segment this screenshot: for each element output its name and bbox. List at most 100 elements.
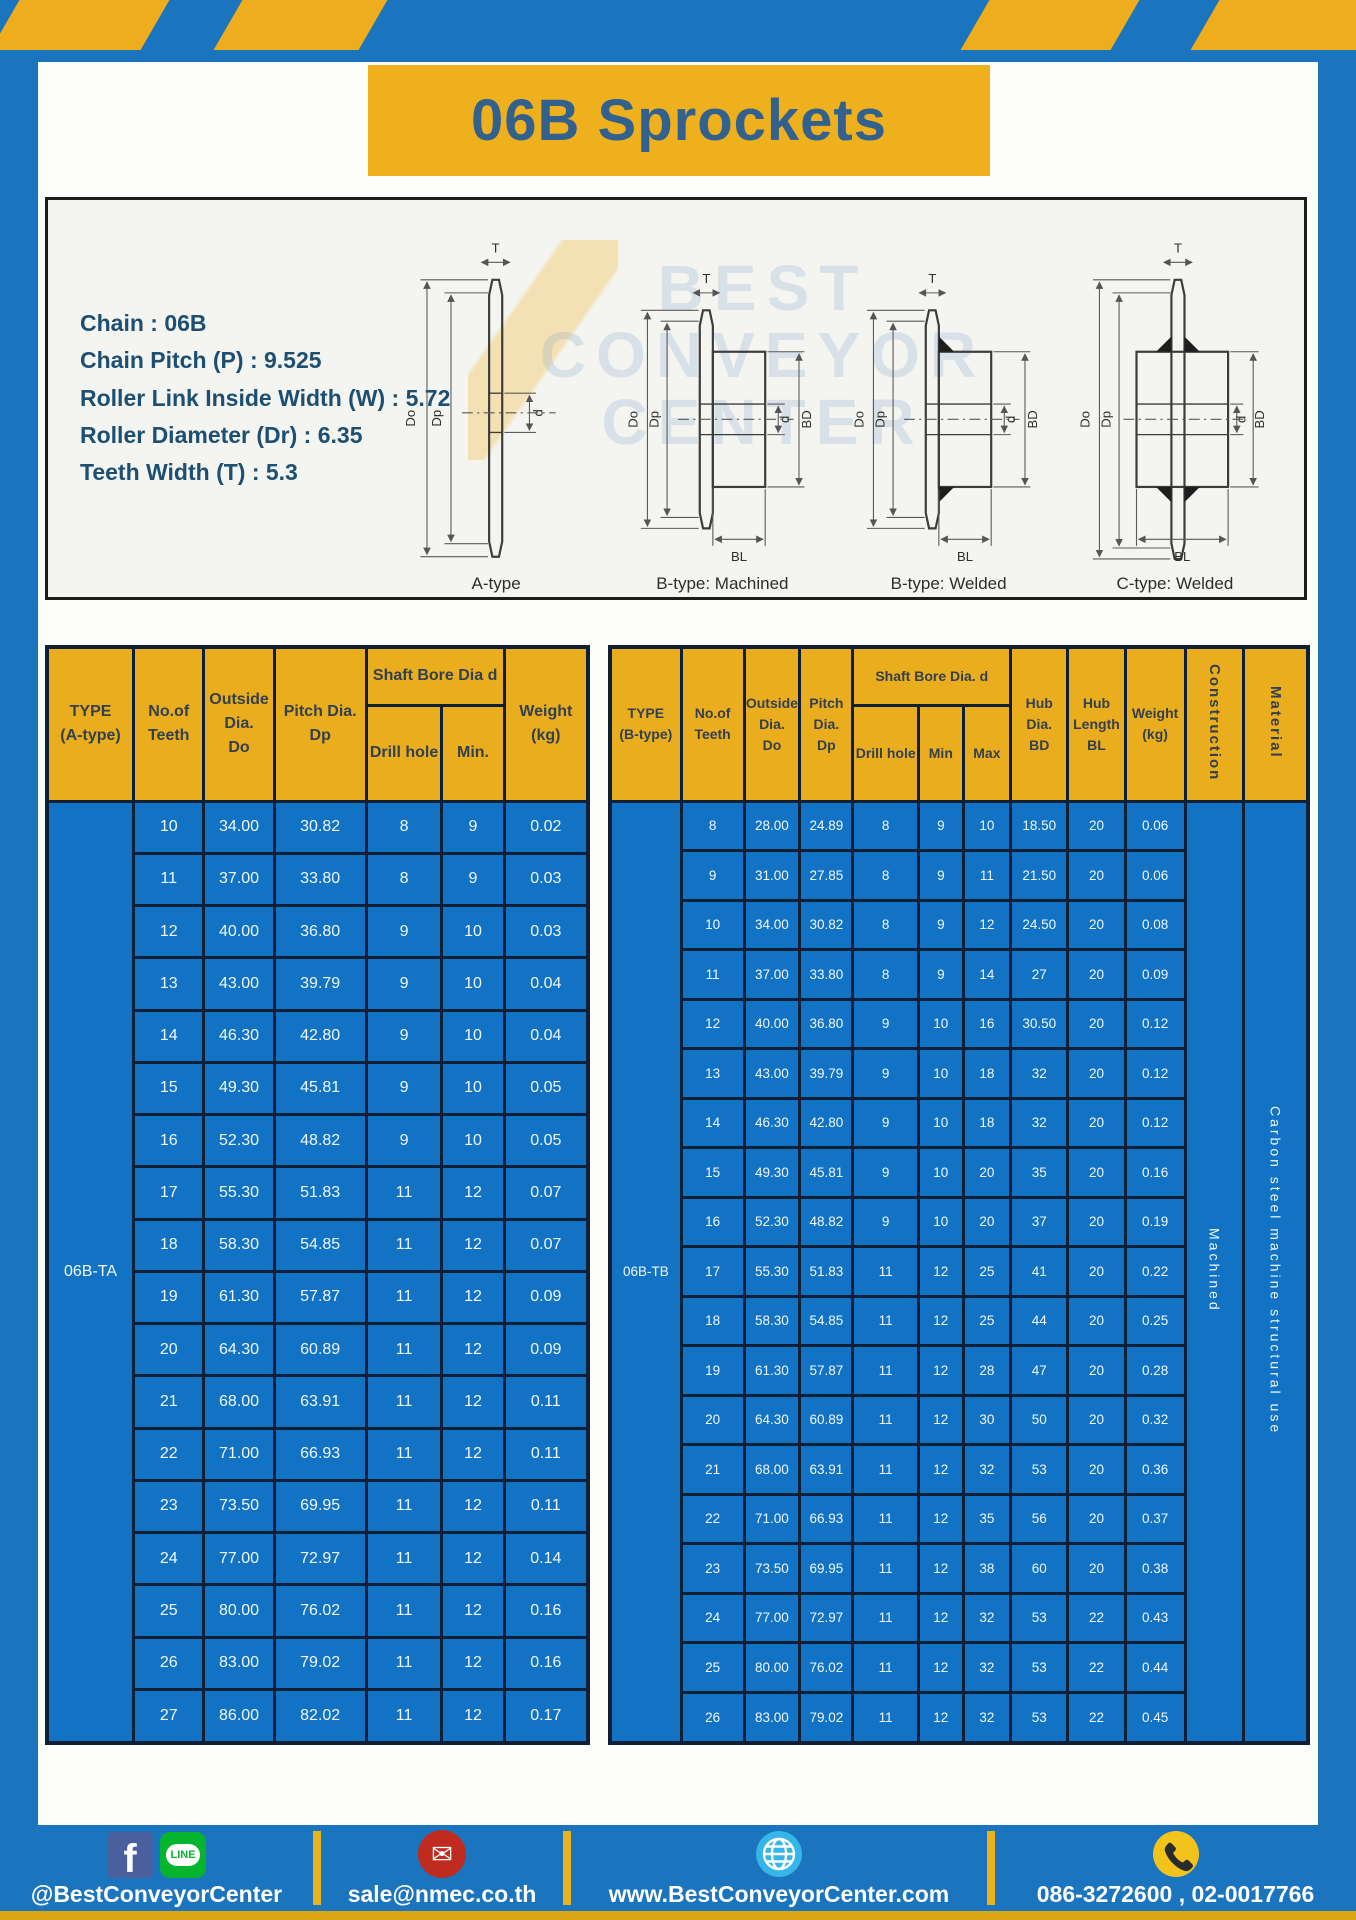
drawing-panel: BEST CONVEYOR CENTER Chain : 06B Chain P… (45, 197, 1307, 600)
table-cell: 20 (961, 1146, 1013, 1199)
table-row: 06B-TB 8 28.00 24.89 8 9 10 18.50 20 0.06 Machined… (608, 799, 1310, 1745)
spec-line: Roller Diameter (Dr) : 6.35 (80, 421, 363, 448)
table-cell: 33.80 (798, 948, 855, 1001)
website-url[interactable]: www.BestConveyorCenter.com (608, 1881, 950, 1907)
dim-label-bd: BD (1252, 410, 1267, 428)
dim-label-do: Do (1078, 411, 1093, 428)
table-cell: 12 (440, 1165, 506, 1221)
col-header-drill-hole: Drill hole (364, 703, 444, 803)
table-cell: 42.80 (272, 1008, 368, 1064)
table-row: 17 55.30 51.83 11 12 0.07 (47, 1165, 590, 1221)
footer-social-section: f LINE @BestConveyorCenter (0, 1828, 313, 1908)
decorative-stripe (960, 0, 1140, 50)
table-cell: 11 (851, 1641, 920, 1694)
table-row: 20 64.30 60.89 11 12 30 50 20 0.32 (610, 1393, 1308, 1446)
table-cell: 12 (916, 1591, 965, 1644)
table-cell: 60.89 (272, 1321, 368, 1378)
table-row: 25 80.00 76.02 11 12 0.16 (47, 1583, 590, 1639)
table-row: 22 71.00 66.93 11 12 35 56 20 0.37 (610, 1492, 1308, 1545)
table-cell: 22 (1066, 1690, 1127, 1745)
phone-numbers[interactable]: 086-3272600 , 02-0017766 (1036, 1881, 1315, 1907)
spec-line: Chain : 06B (80, 310, 207, 336)
table-cell: 20 (1066, 1443, 1127, 1496)
table-cell: 42.80 (798, 1096, 855, 1149)
table-cell: 0.04 (502, 956, 590, 1012)
table-cell: 27 (1009, 948, 1070, 1001)
table-cell: 37.00 (742, 948, 802, 1001)
table-cell: 11 (364, 1687, 444, 1745)
table-row: 20 64.30 60.89 11 12 0.09 (47, 1321, 590, 1378)
table-cell: 48.82 (272, 1112, 368, 1169)
b-type-welded-drawing-svg: Do Dp T (852, 271, 1040, 564)
table-cell: 0.25 (1123, 1294, 1187, 1347)
table-cell: 12 (440, 1217, 506, 1273)
table-cell: 54.85 (272, 1217, 368, 1273)
table-cell: 20 (1066, 1245, 1127, 1298)
decorative-stripe (213, 0, 388, 50)
table-cell: 20 (1066, 898, 1127, 951)
dim-label-t: T (492, 241, 500, 256)
footer: f LINE @BestConveyorCenter ✉ sale@nmec.c… (0, 1825, 1356, 1911)
table-cell: 45.81 (798, 1146, 855, 1199)
table-cell: 11 (364, 1269, 444, 1326)
table-cell: 64.30 (202, 1321, 276, 1378)
footer-divider (313, 1831, 321, 1905)
table-cell: 12 (916, 1542, 965, 1595)
figure-b-type-machined: Do Dp T (625, 234, 815, 594)
facebook-icon[interactable]: f (107, 1832, 153, 1879)
dim-label-t: T (1174, 241, 1182, 256)
email-icon[interactable]: ✉ (418, 1830, 466, 1878)
table-cell: 12 (916, 1245, 965, 1298)
dim-label-do: Do (625, 411, 640, 428)
table-cell: 49.30 (202, 1060, 276, 1117)
table-cell: 80.00 (202, 1583, 276, 1639)
table-cell: 12 (440, 1426, 506, 1482)
table-cell: 18 (961, 1096, 1013, 1149)
line-icon[interactable]: LINE (160, 1832, 206, 1878)
table-cell: 0.16 (502, 1635, 590, 1691)
table-cell: 9 (440, 799, 506, 855)
table-cell: 9 (364, 1112, 444, 1169)
table-cell: 37 (1009, 1195, 1070, 1248)
figure-b-type-welded: Do Dp T (852, 234, 1041, 594)
table-cell: 11 (364, 1478, 444, 1535)
table-cell: 53 (1009, 1443, 1070, 1496)
table-cell: 14 (132, 1008, 206, 1064)
table-cell: 11 (364, 1426, 444, 1482)
table-cell: 32 (1009, 1047, 1070, 1100)
table-cell: 10 (916, 1047, 965, 1100)
email-address[interactable]: sale@nmec.co.th (347, 1881, 537, 1907)
col-header-teeth: No.of Teeth (132, 645, 206, 803)
table-cell: 10 (679, 898, 746, 951)
col-header-material: Material (1242, 645, 1310, 803)
table-cell: 20 (1066, 799, 1127, 852)
figure-label: A-type (471, 574, 521, 593)
table-cell: 18 (961, 1047, 1013, 1100)
table-cell: 11 (364, 1165, 444, 1221)
table-cell: 30.50 (1009, 997, 1070, 1050)
col-header-construction: Construction (1183, 645, 1246, 803)
table-cell: 53 (1009, 1591, 1070, 1644)
table-cell: 9 (851, 997, 920, 1050)
table-cell: 0.12 (1123, 997, 1187, 1050)
table-cell: 25 (132, 1583, 206, 1639)
dim-label-dp: Dp (430, 410, 445, 427)
table-cell: 20 (679, 1393, 746, 1446)
table-cell: 12 (440, 1530, 506, 1587)
table-cell: 27 (132, 1687, 206, 1745)
table-cell: 22 (132, 1426, 206, 1482)
table-cell: 9 (851, 1146, 920, 1199)
dim-label-dp: Dp (646, 411, 661, 428)
table-cell: 0.09 (1123, 948, 1187, 1001)
col-header-weight: Weight (kg) (502, 645, 590, 803)
table-cell: 11 (961, 849, 1013, 902)
table-cell: 12 (440, 1687, 506, 1745)
table-cell: 25 (961, 1294, 1013, 1347)
globe-icon[interactable] (755, 1830, 803, 1878)
table-cell: 28.00 (742, 799, 802, 852)
table-cell: 9 (364, 903, 444, 960)
phone-icon[interactable] (1152, 1830, 1200, 1878)
social-handle[interactable]: @BestConveyorCenter (30, 1881, 283, 1907)
table-row: 12 40.00 36.80 9 10 16 30.50 20 0.12 (610, 997, 1308, 1050)
table-row: 15 49.30 45.81 9 10 0.05 (47, 1060, 590, 1117)
